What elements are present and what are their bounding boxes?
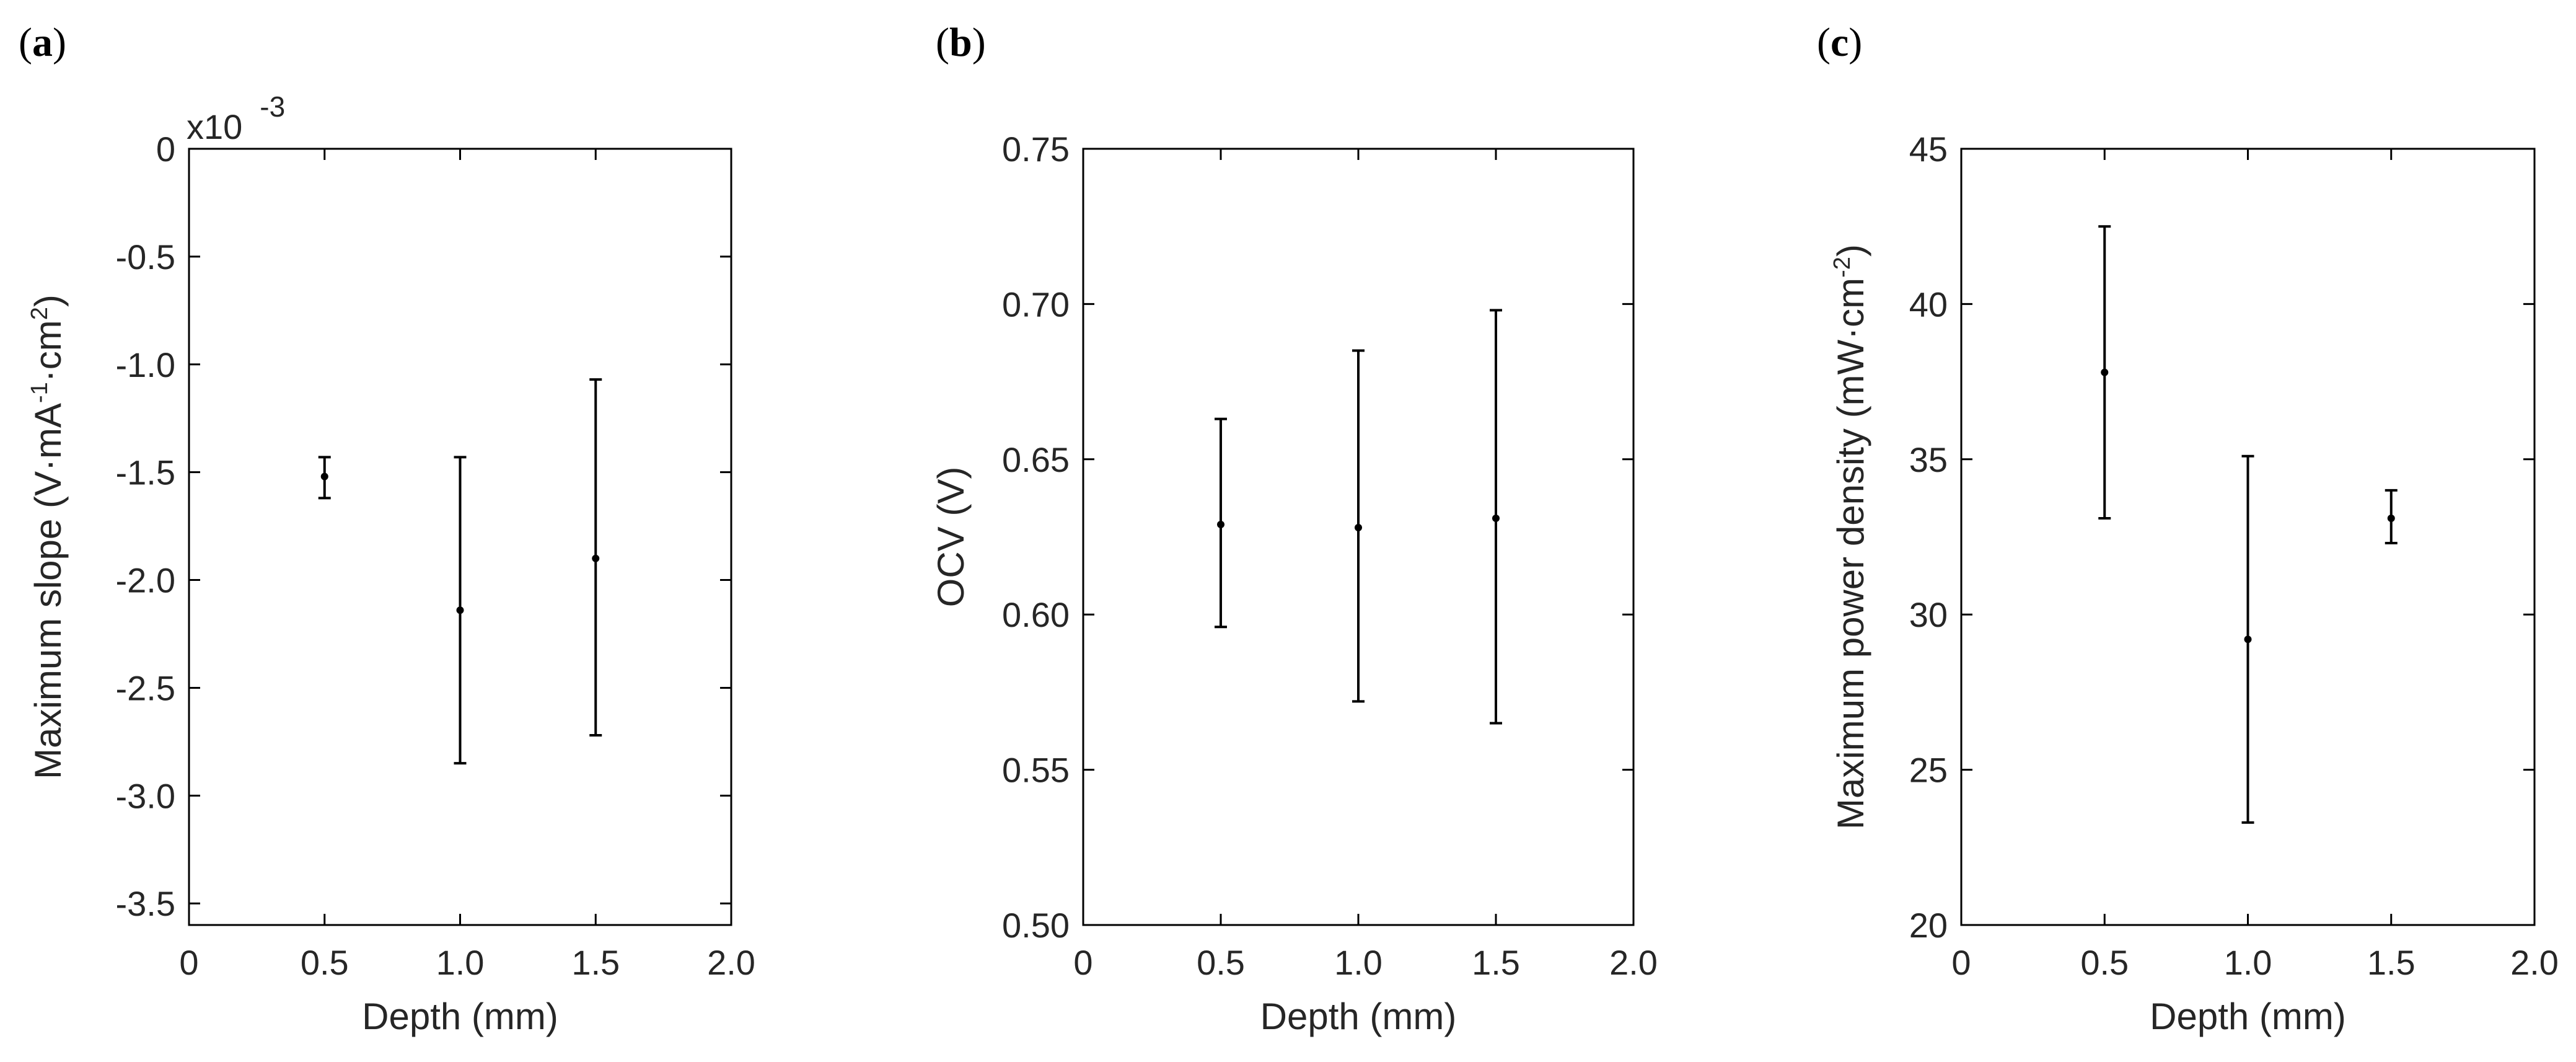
x-tick-label: 2.0 [707, 943, 755, 982]
x-tick-label: 0 [1073, 943, 1092, 982]
y-tick-label: 35 [1909, 440, 1948, 479]
y-tick-label: -2.5 [116, 668, 176, 707]
y-tick-label: -2.0 [116, 561, 176, 600]
y-axis-label-middle: ·cm [27, 320, 69, 382]
data-point [456, 606, 464, 614]
y-tick-label: 0.50 [1002, 906, 1070, 945]
panel-label: (b) [936, 20, 986, 65]
y-axis-label-suffix: ) [27, 294, 69, 307]
y-tick-label: 0.70 [1002, 285, 1070, 324]
x-tick-label: 0 [179, 943, 198, 982]
x-tick-label: 2.0 [1609, 943, 1658, 982]
y-tick-label: 40 [1909, 285, 1948, 324]
y-axis-label: Maximum power density (mW·cm-2) [1829, 244, 1871, 830]
x-tick-label: 1.5 [571, 943, 620, 982]
x-tick-label: 1.0 [436, 943, 485, 982]
y-axis-label: Maximum slope (V·mA-1·cm2) [27, 294, 69, 779]
y-axis-label-sup1: -2 [1829, 257, 1855, 278]
y-axis-label-sup1: -1 [27, 382, 53, 403]
x-tick-label: 1.5 [1472, 943, 1520, 982]
y-tick-label: 25 [1909, 751, 1948, 790]
y-tick-label: 0.65 [1002, 440, 1070, 479]
y-tick-label: -0.5 [116, 237, 176, 277]
chart-panel-3: (c) 0 0.5 1.0 1.5 2.0 20 25 30 35 40 45 Depth (mm) Ma… [1817, 20, 2559, 1037]
y-axis-label-prefix: Maximum power density (mW·cm [1830, 278, 1871, 830]
panel-label: (c) [1817, 20, 1862, 65]
data-point [592, 554, 600, 562]
x-axis-label: Depth (mm) [362, 996, 558, 1037]
panel-label: (a) [19, 20, 66, 65]
y-tick-label: 20 [1909, 906, 1948, 945]
x-tick-label: 1.0 [1334, 943, 1383, 982]
data-point [320, 472, 328, 480]
x-axis-label: Depth (mm) [1260, 996, 1457, 1037]
y-tick-label: 0.75 [1002, 130, 1070, 169]
x-tick-label: 2.0 [2510, 943, 2559, 982]
chart-panel-2: (b) 0 0.5 1.0 1.5 2.0 0.50 0.55 0.60 0.65 0.70 0.75… [930, 20, 1658, 1037]
x-tick-label: 0.5 [301, 943, 349, 982]
y-tick-label: -3.0 [116, 776, 176, 815]
y-tick-label: -1.0 [116, 345, 176, 384]
data-point [2387, 514, 2395, 522]
y-axis-label-sup2: 2 [27, 307, 53, 320]
exponent-label: x10-3 [187, 91, 285, 146]
data-point [2101, 368, 2109, 376]
y-tick-label: 0 [156, 130, 175, 169]
y-axis-label-prefix: Maximum slope (V·mA [27, 403, 69, 779]
y-axis-label: OCV (V) [930, 467, 972, 608]
data-point [2244, 635, 2252, 644]
y-tick-label: -1.5 [116, 453, 176, 492]
y-tick-label: 30 [1909, 595, 1948, 634]
y-tick-label: 0.60 [1002, 595, 1070, 634]
x-tick-label: 0.5 [2080, 943, 2129, 982]
x-tick-label: 0.5 [1197, 943, 1245, 982]
y-tick-label: 45 [1909, 130, 1948, 169]
y-axis-label-prefix: OCV (V) [930, 467, 972, 608]
x-tick-label: 1.0 [2224, 943, 2272, 982]
y-tick-label: 0.55 [1002, 751, 1070, 790]
data-point [1355, 523, 1362, 531]
x-tick-label: 1.5 [2367, 943, 2416, 982]
x-axis-label: Depth (mm) [2150, 996, 2346, 1037]
chart-panel-1: (a) 0 0.5 1.0 1.5 2.0 0 -0.5 -1.0 -1.5 -2.0 -2.5 -3.… [19, 20, 755, 1037]
data-point [1492, 514, 1500, 522]
x-tick-label: 0 [1951, 943, 1971, 982]
data-point [1217, 520, 1224, 528]
y-tick-label: -3.5 [116, 884, 176, 923]
y-axis-label-suffix: ) [1830, 244, 1871, 257]
